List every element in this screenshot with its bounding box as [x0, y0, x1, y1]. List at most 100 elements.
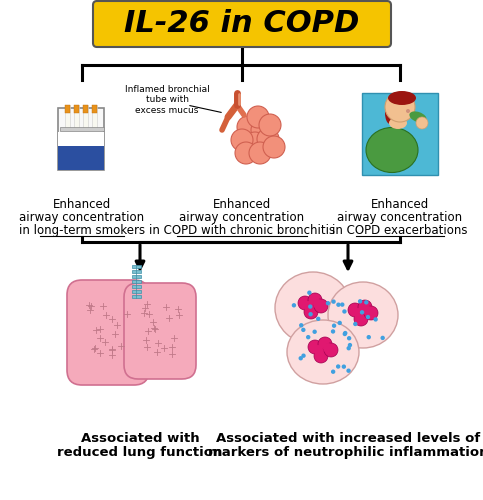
Circle shape	[364, 300, 369, 304]
Circle shape	[301, 328, 306, 332]
Circle shape	[313, 330, 317, 334]
Circle shape	[340, 302, 344, 307]
Circle shape	[354, 312, 368, 326]
Bar	[74, 105, 79, 113]
Text: airway concentration: airway concentration	[180, 211, 305, 224]
Circle shape	[308, 340, 322, 354]
Text: Enhanced: Enhanced	[53, 198, 111, 211]
Circle shape	[314, 299, 328, 313]
Bar	[132, 274, 141, 278]
Circle shape	[366, 315, 370, 319]
Circle shape	[331, 330, 335, 334]
Text: Inflamed bronchial
tube with
excess mucus: Inflamed bronchial tube with excess mucu…	[125, 85, 209, 115]
Bar	[65, 105, 70, 113]
Circle shape	[298, 296, 312, 310]
Text: Associated with: Associated with	[81, 432, 199, 445]
Bar	[132, 280, 141, 283]
Bar	[132, 290, 141, 293]
Bar	[58, 146, 104, 170]
Circle shape	[237, 116, 259, 138]
Circle shape	[338, 320, 342, 325]
Circle shape	[244, 132, 266, 154]
Bar	[92, 105, 97, 113]
Bar	[65, 105, 70, 129]
Circle shape	[336, 302, 341, 307]
Circle shape	[416, 117, 428, 129]
Circle shape	[318, 337, 332, 351]
Circle shape	[326, 301, 330, 306]
Bar	[83, 105, 88, 113]
Circle shape	[343, 331, 347, 336]
Circle shape	[385, 92, 415, 122]
Circle shape	[298, 356, 303, 360]
Circle shape	[314, 349, 328, 363]
Bar	[58, 132, 104, 146]
Text: markers of neutrophilic inflammation: markers of neutrophilic inflammation	[208, 446, 483, 459]
Bar	[132, 294, 141, 298]
Circle shape	[324, 343, 338, 357]
Circle shape	[301, 354, 306, 358]
Text: Enhanced: Enhanced	[213, 198, 271, 211]
Bar	[83, 105, 88, 129]
Circle shape	[309, 312, 313, 316]
Text: IL-26 in COPD: IL-26 in COPD	[124, 10, 360, 38]
Circle shape	[348, 343, 352, 347]
Circle shape	[331, 370, 335, 374]
Circle shape	[358, 299, 362, 304]
Circle shape	[353, 322, 357, 326]
Circle shape	[346, 368, 351, 373]
Circle shape	[364, 306, 378, 320]
Ellipse shape	[385, 102, 395, 124]
Circle shape	[308, 304, 313, 309]
Bar	[92, 105, 97, 129]
Circle shape	[363, 306, 373, 316]
Circle shape	[299, 323, 303, 328]
Text: Enhanced: Enhanced	[371, 198, 429, 211]
Ellipse shape	[275, 272, 351, 344]
Circle shape	[332, 324, 336, 328]
Bar	[362, 93, 438, 175]
Circle shape	[336, 364, 341, 368]
FancyBboxPatch shape	[124, 283, 196, 379]
Ellipse shape	[366, 128, 418, 172]
Circle shape	[251, 119, 273, 141]
Circle shape	[341, 364, 346, 369]
Ellipse shape	[287, 320, 359, 384]
Circle shape	[346, 346, 351, 350]
Circle shape	[313, 345, 323, 355]
Circle shape	[381, 336, 385, 340]
Text: reduced lung function: reduced lung function	[57, 446, 223, 459]
Text: in COPD with chronic bronchitis: in COPD with chronic bronchitis	[149, 224, 335, 237]
Circle shape	[249, 142, 271, 164]
FancyBboxPatch shape	[67, 280, 149, 385]
Bar	[74, 105, 79, 129]
Circle shape	[247, 106, 269, 128]
Bar	[132, 264, 141, 268]
FancyBboxPatch shape	[93, 1, 391, 47]
Bar	[132, 284, 141, 288]
Circle shape	[263, 136, 285, 158]
Circle shape	[358, 300, 372, 314]
Circle shape	[235, 142, 257, 164]
Circle shape	[316, 316, 320, 321]
Circle shape	[303, 301, 313, 311]
Circle shape	[353, 308, 363, 318]
Ellipse shape	[389, 117, 407, 129]
Circle shape	[292, 303, 296, 308]
Circle shape	[307, 290, 312, 295]
Circle shape	[331, 300, 336, 304]
Circle shape	[304, 305, 318, 319]
Bar	[132, 270, 141, 273]
Bar	[58, 108, 104, 170]
Circle shape	[360, 310, 364, 314]
Circle shape	[257, 128, 279, 150]
Circle shape	[367, 335, 371, 340]
Text: in COPD exacerbations: in COPD exacerbations	[332, 224, 468, 237]
Circle shape	[323, 343, 333, 353]
Circle shape	[348, 303, 362, 317]
Bar	[60, 127, 104, 131]
Circle shape	[347, 336, 351, 340]
Circle shape	[308, 293, 322, 307]
Text: airway concentration: airway concentration	[338, 211, 463, 224]
Ellipse shape	[410, 112, 426, 122]
